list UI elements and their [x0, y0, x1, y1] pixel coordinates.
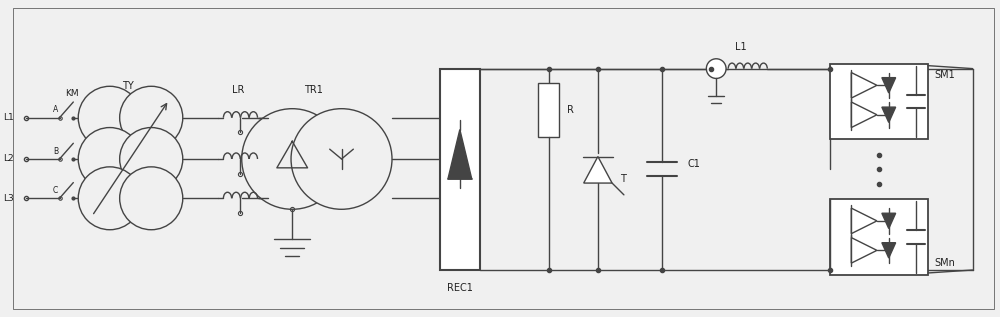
- Circle shape: [706, 59, 726, 78]
- Polygon shape: [882, 107, 896, 122]
- Polygon shape: [882, 243, 896, 258]
- Circle shape: [120, 86, 183, 149]
- Text: T: T: [620, 174, 625, 184]
- Polygon shape: [851, 102, 877, 127]
- Text: A: A: [53, 105, 58, 114]
- Text: L1: L1: [735, 42, 747, 52]
- Bar: [830, 199, 928, 275]
- Bar: [830, 64, 928, 139]
- Circle shape: [120, 167, 183, 230]
- Bar: [538, 83, 559, 137]
- Polygon shape: [851, 237, 877, 263]
- Text: REC1: REC1: [447, 283, 473, 293]
- Text: SMn: SMn: [935, 258, 955, 268]
- Text: L2: L2: [4, 154, 14, 164]
- Text: TY: TY: [122, 81, 133, 91]
- Polygon shape: [882, 213, 896, 229]
- Polygon shape: [851, 73, 877, 98]
- Circle shape: [78, 127, 141, 191]
- Polygon shape: [448, 130, 472, 179]
- Text: SM1: SM1: [935, 70, 955, 81]
- Text: L1: L1: [3, 113, 14, 122]
- Circle shape: [78, 167, 141, 230]
- Text: B: B: [53, 147, 58, 156]
- Text: C1: C1: [687, 159, 700, 169]
- Text: KM: KM: [66, 89, 79, 98]
- Polygon shape: [882, 78, 896, 93]
- Circle shape: [78, 86, 141, 149]
- Circle shape: [291, 109, 392, 209]
- Polygon shape: [584, 157, 612, 183]
- Text: C: C: [53, 186, 58, 195]
- Circle shape: [120, 127, 183, 191]
- Text: R: R: [567, 105, 574, 115]
- Circle shape: [242, 109, 343, 209]
- Text: LR: LR: [232, 85, 244, 95]
- Text: L3: L3: [3, 194, 14, 203]
- Bar: [440, 68, 480, 270]
- Text: TR1: TR1: [304, 85, 323, 95]
- Polygon shape: [851, 208, 877, 234]
